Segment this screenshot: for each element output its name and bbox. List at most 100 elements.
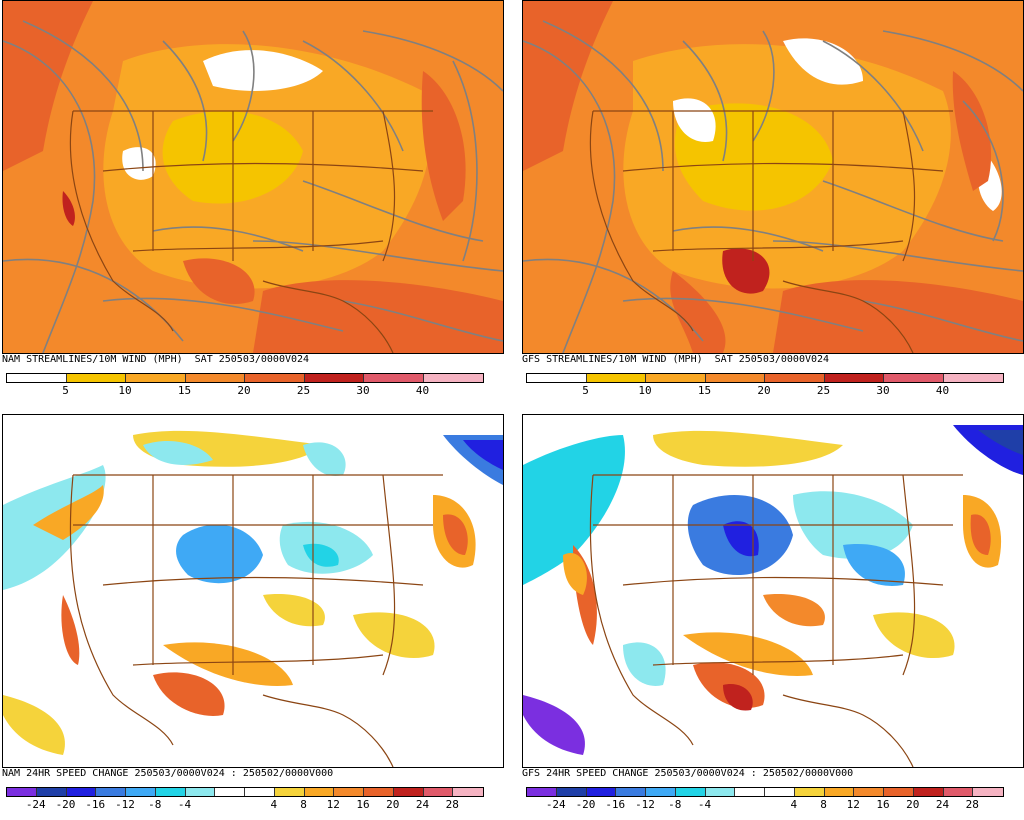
colorbar-swatch xyxy=(705,374,765,382)
colorbar-tick-label: 30 xyxy=(356,384,370,397)
colorbar-tick-label: -12 xyxy=(635,798,655,811)
colorbar xyxy=(6,787,484,797)
colorbar xyxy=(6,373,484,383)
colorbar-tick-label: 10 xyxy=(638,384,652,397)
colorbar-tick-label: 15 xyxy=(177,384,192,397)
panel-nam-speed-change: NAM 24HR SPEED CHANGE 250503/0000V024 : … xyxy=(2,414,504,820)
colorbar-tick-label: 25 xyxy=(296,384,311,397)
colorbar-tick-label: 28 xyxy=(965,798,979,811)
colorbar-swatch xyxy=(824,788,855,796)
colorbar-tick-label: 24 xyxy=(935,798,950,811)
wind-map-graphic xyxy=(523,1,1023,353)
colorbar xyxy=(526,373,1004,383)
colorbar-tick-label: 10 xyxy=(118,384,132,397)
colorbar-swatch xyxy=(185,788,216,796)
colorbar-swatch xyxy=(274,788,305,796)
colorbar-swatch xyxy=(913,788,944,796)
colorbar-tick-label: 25 xyxy=(816,384,831,397)
change-map-graphic xyxy=(523,415,1023,767)
colorbar-tick-label: 4 xyxy=(270,798,278,811)
colorbar-swatch xyxy=(36,788,67,796)
colorbar-tick-label: 20 xyxy=(757,384,771,397)
map-caption: GFS 24HR SPEED CHANGE 250503/0000V024 : … xyxy=(522,768,854,779)
colorbar-tick-label: -8 xyxy=(668,798,682,811)
colorbar-swatch xyxy=(7,374,67,382)
colorbar-tick-label: -4 xyxy=(177,798,192,811)
colorbar-swatch xyxy=(364,788,394,796)
colorbar-tick-label: 20 xyxy=(386,798,400,811)
colorbar-swatch xyxy=(334,788,364,796)
colorbar-tick-label: -24 xyxy=(545,798,566,811)
wind-map-graphic xyxy=(3,1,503,353)
gfs-change-map xyxy=(522,414,1024,768)
colorbar-swatch xyxy=(126,788,156,796)
colorbar-tick-label: 20 xyxy=(237,384,251,397)
nam-wind-map xyxy=(2,0,504,354)
colorbar-swatch xyxy=(616,788,646,796)
colorbar-tick-label: -16 xyxy=(85,798,106,811)
colorbar-tick-label: -20 xyxy=(575,798,596,811)
colorbar-swatch xyxy=(794,788,825,796)
colorbar-swatch xyxy=(304,788,335,796)
colorbar-tick-label: -24 xyxy=(25,798,46,811)
colorbar-swatch xyxy=(765,788,795,796)
colorbar-swatch xyxy=(765,374,825,382)
panel-nam-streamlines: NAM STREAMLINES/10M WIND (MPH) SAT 25050… xyxy=(2,0,504,406)
colorbar-tick-label: 15 xyxy=(697,384,712,397)
colorbar-swatch xyxy=(705,788,736,796)
nam-change-map xyxy=(2,414,504,768)
colorbar-swatch xyxy=(185,374,245,382)
colorbar-tick-label: 16 xyxy=(356,798,370,811)
colorbar-swatch xyxy=(527,788,557,796)
colorbar-swatch xyxy=(586,374,646,382)
colorbar-swatch xyxy=(884,788,914,796)
panel-gfs-streamlines: GFS STREAMLINES/10M WIND (MPH) SAT 25050… xyxy=(522,0,1024,406)
colorbar-swatch xyxy=(586,788,617,796)
colorbar-swatch xyxy=(66,788,97,796)
colorbar-ticks: 5 10 15 20 25 30 40 xyxy=(526,384,1002,398)
colorbar-swatch xyxy=(527,374,587,382)
colorbar-swatch xyxy=(66,374,126,382)
colorbar-swatch xyxy=(943,788,974,796)
colorbar-tick-label: -4 xyxy=(697,798,712,811)
colorbar-swatch xyxy=(675,788,706,796)
colorbar-tick-label: 8 xyxy=(820,798,827,811)
colorbar-tick-label: 5 xyxy=(582,384,589,397)
colorbar-tick-label: -20 xyxy=(55,798,76,811)
colorbar-swatch xyxy=(423,788,454,796)
colorbar-tick-label: 5 xyxy=(62,384,69,397)
colorbar-swatch xyxy=(973,788,1003,796)
colorbar-swatch xyxy=(646,788,676,796)
colorbar-tick-label: 40 xyxy=(415,384,430,397)
colorbar-swatch xyxy=(824,374,884,382)
panel-gfs-speed-change: GFS 24HR SPEED CHANGE 250503/0000V024 : … xyxy=(522,414,1024,820)
colorbar-swatch xyxy=(453,788,483,796)
colorbar-tick-label: 4 xyxy=(790,798,798,811)
colorbar-swatch xyxy=(155,788,186,796)
colorbar-ticks: -24 -20 -16 -12 -8 -4 4 8 12 16 20 24 28 xyxy=(6,798,482,812)
colorbar-swatch xyxy=(854,788,884,796)
colorbar-swatch xyxy=(126,374,186,382)
colorbar-swatch xyxy=(556,788,587,796)
colorbar-tick-label: 12 xyxy=(326,798,340,811)
change-map-graphic xyxy=(3,415,503,767)
colorbar-swatch xyxy=(245,788,275,796)
colorbar-swatch xyxy=(943,374,1003,382)
colorbar-tick-label: 28 xyxy=(445,798,459,811)
gfs-wind-map xyxy=(522,0,1024,354)
colorbar-swatch xyxy=(96,788,126,796)
colorbar-tick-label: 30 xyxy=(876,384,890,397)
colorbar-tick-label: 20 xyxy=(906,798,920,811)
colorbar-tick-label: -8 xyxy=(148,798,162,811)
colorbar-tick-label: 16 xyxy=(876,798,890,811)
colorbar-swatch xyxy=(393,788,424,796)
map-caption: NAM 24HR SPEED CHANGE 250503/0000V024 : … xyxy=(2,768,334,779)
colorbar-swatch xyxy=(364,374,424,382)
colorbar-tick-label: -12 xyxy=(115,798,135,811)
colorbar-tick-label: -16 xyxy=(605,798,626,811)
colorbar-ticks: -24 -20 -16 -12 -8 -4 4 8 12 16 20 24 28 xyxy=(526,798,1002,812)
colorbar-swatch xyxy=(423,374,483,382)
colorbar-swatch xyxy=(215,788,245,796)
colorbar-tick-label: 12 xyxy=(846,798,860,811)
colorbar-swatch xyxy=(735,788,765,796)
